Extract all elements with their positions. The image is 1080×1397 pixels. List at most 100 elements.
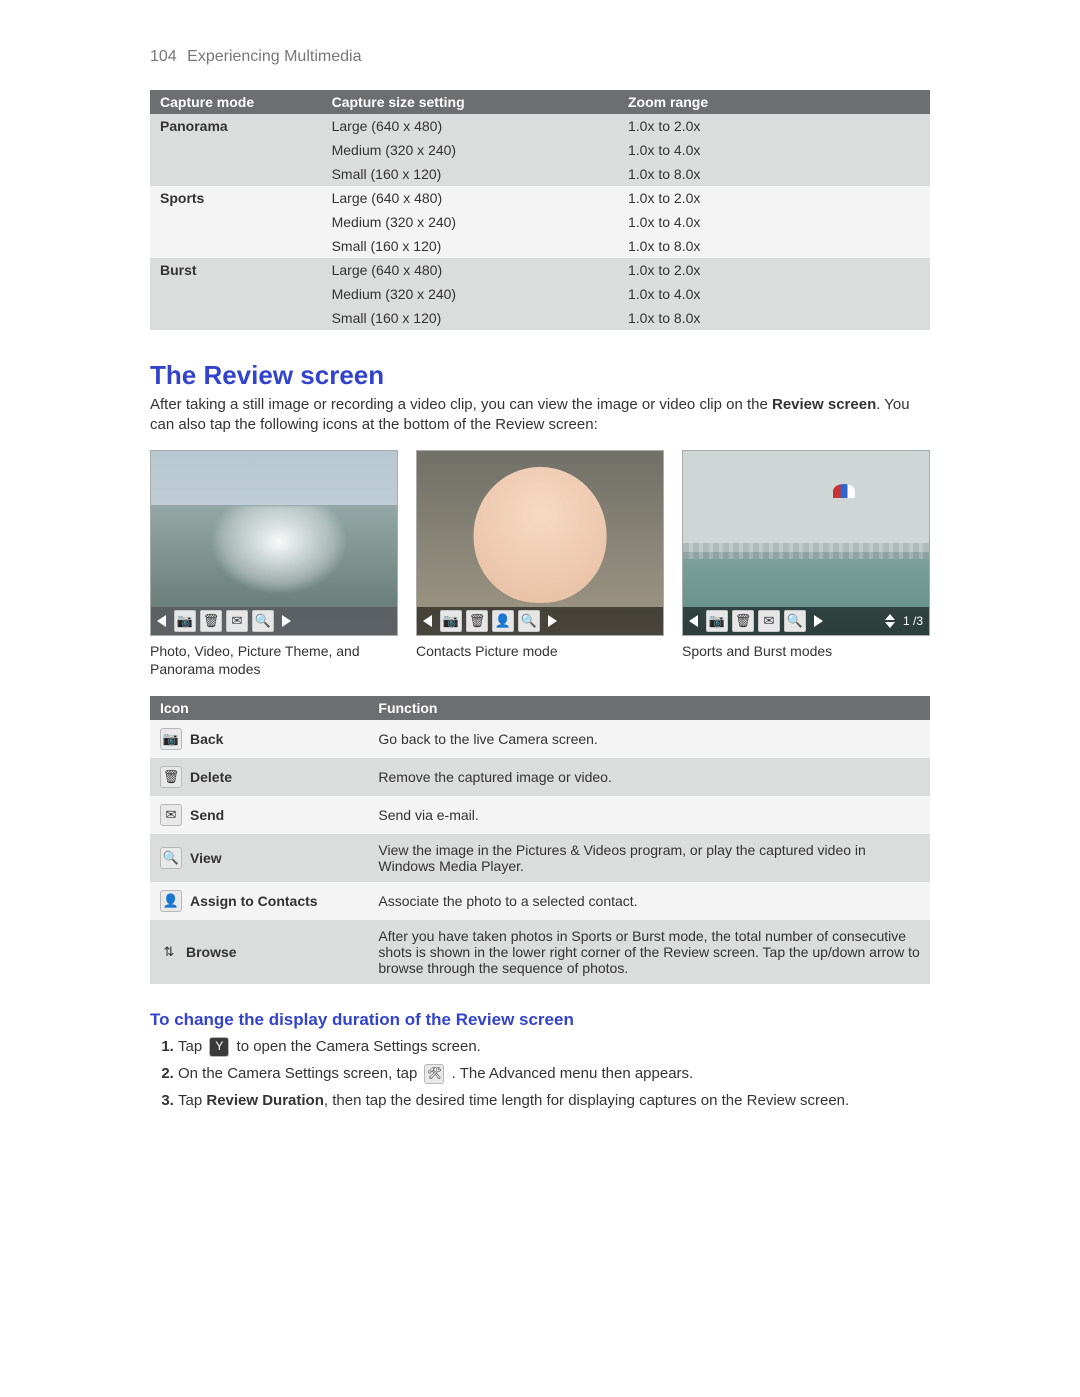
arrow-right-icon[interactable]	[814, 615, 823, 627]
zoom-cell: 1.0x to 4.0x	[618, 138, 930, 162]
icon-label: View	[190, 850, 222, 866]
arrow-right-icon[interactable]	[282, 615, 291, 627]
mode-cell: Panorama	[150, 114, 322, 138]
function-cell: Go back to the live Camera screen.	[368, 720, 930, 758]
page-header: 104 Experiencing Multimedia	[150, 48, 930, 66]
review-screen-contacts: 📷 🗑 👤 🔍	[416, 450, 664, 636]
icon-label: Delete	[190, 769, 232, 785]
table-row: ⇅ Browse After you have taken photos in Sp…	[150, 920, 930, 984]
caption: Contacts Picture mode	[416, 642, 664, 682]
section-title: The Review screen	[150, 360, 930, 391]
review-toolbar[interactable]: 📷 🗑 👤 🔍	[417, 607, 663, 635]
col-func: Function	[368, 696, 930, 720]
arrow-left-icon[interactable]	[689, 615, 698, 627]
camera-icon[interactable]: 📷	[174, 610, 196, 632]
trash-icon[interactable]: 🗑	[200, 610, 222, 632]
col-mode: Capture mode	[150, 90, 322, 114]
mode-cell	[150, 162, 322, 186]
zoom-cell: 1.0x to 4.0x	[618, 282, 930, 306]
mail-icon[interactable]: ✉	[226, 610, 248, 632]
zoom-icon[interactable]: 🔍	[252, 610, 274, 632]
table-row: 🗑 Delete Remove the captured image or vide…	[150, 758, 930, 796]
table-row: SportsLarge (640 x 480)1.0x to 2.0x	[150, 186, 930, 210]
trash-icon: 🗑	[160, 766, 182, 788]
mode-cell	[150, 138, 322, 162]
subsection-title: To change the display duration of the Re…	[150, 1010, 930, 1030]
contact-icon[interactable]: 👤	[492, 610, 514, 632]
zoom-icon[interactable]: 🔍	[784, 610, 806, 632]
zoom-icon: 🔍	[160, 847, 182, 869]
tools-icon[interactable]: 🛠	[424, 1064, 444, 1084]
arrow-right-icon[interactable]	[548, 615, 557, 627]
review-screen-sports: 📷 🗑 ✉ 🔍 1 /3	[682, 450, 930, 636]
zoom-cell: 1.0x to 4.0x	[618, 210, 930, 234]
icon-function-table: Icon Function 📷BackGo back to the live C…	[150, 696, 930, 984]
col-icon: Icon	[150, 696, 368, 720]
arrow-left-icon[interactable]	[157, 615, 166, 627]
table-row: 📷BackGo back to the live Camera screen.	[150, 720, 930, 758]
review-screen-photo: 📷 🗑 ✉ 🔍	[150, 450, 398, 636]
size-cell: Medium (320 x 240)	[322, 210, 618, 234]
step-2: On the Camera Settings screen, tap 🛠 . T…	[178, 1063, 930, 1084]
parasail-icon	[833, 484, 855, 498]
zoom-icon[interactable]: 🔍	[518, 610, 540, 632]
icon-label: Send	[190, 807, 224, 823]
arrow-left-icon[interactable]	[423, 615, 432, 627]
col-size: Capture size setting	[322, 90, 618, 114]
settings-icon[interactable]: Y	[209, 1037, 229, 1057]
size-cell: Large (640 x 480)	[322, 114, 618, 138]
icon-label: Back	[190, 731, 223, 747]
table-row: ✉ Send Send via e-mail.	[150, 796, 930, 834]
table-row: Medium (320 x 240)1.0x to 4.0x	[150, 138, 930, 162]
capture-mode-table: Capture mode Capture size setting Zoom r…	[150, 90, 930, 330]
size-cell: Medium (320 x 240)	[322, 282, 618, 306]
sequence-counter: 1 /3	[903, 614, 923, 628]
mail-icon[interactable]: ✉	[758, 610, 780, 632]
size-cell: Large (640 x 480)	[322, 258, 618, 282]
table-row: Medium (320 x 240)1.0x to 4.0x	[150, 210, 930, 234]
page-number: 104	[150, 48, 177, 65]
zoom-cell: 1.0x to 8.0x	[618, 306, 930, 330]
step-3: Tap Review Duration, then tap the desire…	[178, 1090, 930, 1111]
chapter-title: Experiencing Multimedia	[187, 48, 361, 65]
review-screenshots: 📷 🗑 ✉ 🔍 Photo, Video, Picture Theme, and…	[150, 450, 930, 682]
zoom-cell: 1.0x to 8.0x	[618, 162, 930, 186]
table-row: Small (160 x 120)1.0x to 8.0x	[150, 234, 930, 258]
size-cell: Small (160 x 120)	[322, 162, 618, 186]
contact-icon: 👤	[160, 890, 182, 912]
camera-icon[interactable]: 📷	[706, 610, 728, 632]
col-zoom: Zoom range	[618, 90, 930, 114]
size-cell: Small (160 x 120)	[322, 234, 618, 258]
caption: Photo, Video, Picture Theme, and Panoram…	[150, 642, 398, 682]
function-cell: View the image in the Pictures & Videos …	[368, 834, 930, 882]
mode-cell: Burst	[150, 258, 322, 282]
table-row: 🔍 View View the image in the Pictures & Vi…	[150, 834, 930, 882]
review-toolbar[interactable]: 📷 🗑 ✉ 🔍	[151, 607, 397, 635]
mode-cell	[150, 282, 322, 306]
trash-icon[interactable]: 🗑	[732, 610, 754, 632]
function-cell: After you have taken photos in Sports or…	[368, 920, 930, 984]
mode-cell	[150, 234, 322, 258]
icon-label: Browse	[186, 944, 237, 960]
table-row: BurstLarge (640 x 480)1.0x to 2.0x	[150, 258, 930, 282]
mail-icon: ✉	[160, 804, 182, 826]
camera-icon[interactable]: 📷	[440, 610, 462, 632]
size-cell: Medium (320 x 240)	[322, 138, 618, 162]
zoom-cell: 1.0x to 2.0x	[618, 186, 930, 210]
table-row: Small (160 x 120)1.0x to 8.0x	[150, 306, 930, 330]
mode-cell	[150, 210, 322, 234]
mode-cell: Sports	[150, 186, 322, 210]
review-toolbar[interactable]: 📷 🗑 ✉ 🔍 1 /3	[683, 607, 929, 635]
steps-list: Tap Y to open the Camera Settings screen…	[150, 1036, 930, 1111]
function-cell: Send via e-mail.	[368, 796, 930, 834]
zoom-cell: 1.0x to 2.0x	[618, 114, 930, 138]
trash-icon[interactable]: 🗑	[466, 610, 488, 632]
section-body: After taking a still image or recording …	[150, 395, 930, 436]
zoom-cell: 1.0x to 2.0x	[618, 258, 930, 282]
zoom-cell: 1.0x to 8.0x	[618, 234, 930, 258]
browse-updown-icon[interactable]	[885, 614, 895, 628]
function-cell: Remove the captured image or video.	[368, 758, 930, 796]
icon-label: Assign to Contacts	[190, 893, 318, 909]
table-row: PanoramaLarge (640 x 480)1.0x to 2.0x	[150, 114, 930, 138]
browse-icon: ⇅	[160, 941, 178, 963]
